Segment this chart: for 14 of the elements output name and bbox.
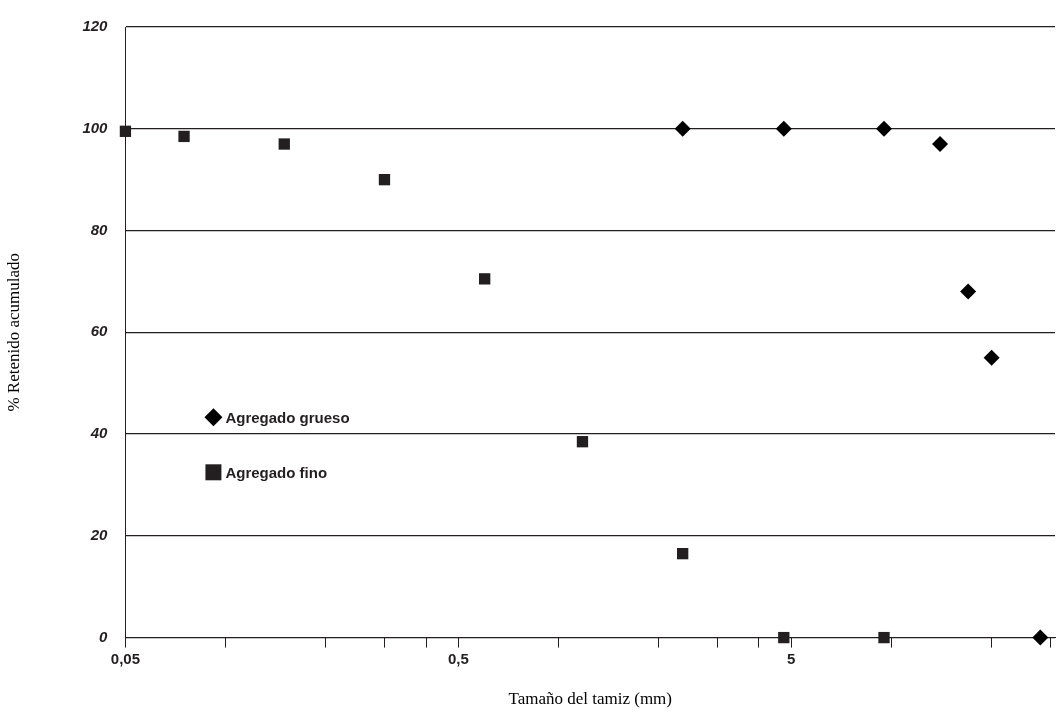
y-tick-label: 20 (89, 525, 109, 543)
x-tick-label: 0,5 (447, 649, 469, 667)
y-axis-title: % Retenido acumulado (3, 252, 23, 412)
legend-label: Agregado grueso (225, 409, 350, 427)
y-tick-label: 0 (99, 627, 109, 645)
x-tick-label: 5 (787, 649, 796, 667)
y-tick-label: 80 (90, 220, 109, 238)
y-tick-label: 100 (82, 118, 109, 136)
y-tick-label: 120 (82, 17, 109, 35)
y-tick-label: 60 (90, 322, 109, 340)
x-axis-title: Tamaño del tamiz (mm) (508, 689, 672, 709)
x-tick-label: 0,05 (110, 649, 141, 667)
legend-label: Agregado fino (225, 464, 328, 482)
y-tick-label: 40 (89, 424, 109, 442)
